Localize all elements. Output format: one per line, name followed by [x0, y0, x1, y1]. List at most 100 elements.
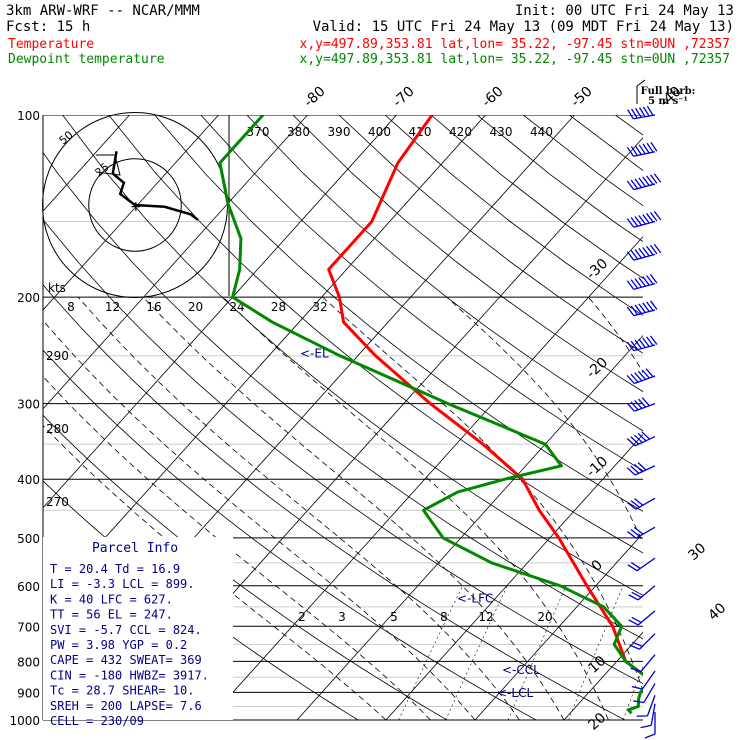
wind-barb-flag [649, 244, 658, 255]
wind-barb [628, 585, 656, 601]
wind-barb-flag [640, 724, 652, 729]
wind-barb-flag [638, 338, 646, 349]
barb-legend-line2: 5 m s⁻¹ [648, 96, 688, 107]
barb-legend-flag [636, 79, 646, 87]
wind-barb-flag [653, 243, 662, 254]
pressure-label: 900 [17, 686, 40, 700]
wind-barb-flag [630, 279, 639, 289]
pressure-label: 400 [17, 473, 40, 487]
wind-barb [626, 300, 658, 317]
moist-adiabat [43, 319, 476, 720]
dry-adiabat [615, 115, 643, 136]
isotherm-label: -50 [568, 83, 596, 110]
wind-barb-flag [641, 397, 650, 407]
mixing-ratio-label: 20 [537, 610, 552, 624]
hodograph: 25 50 + [42, 112, 230, 298]
isotherm-label: -80 [301, 83, 329, 110]
mixing-ratio-line [398, 585, 463, 720]
isotherm-label: 0 [589, 557, 606, 575]
parcel-info-line: LI = -3.3 LCL = 899. [50, 577, 195, 591]
dry-adiabat [43, 284, 626, 720]
theta-e-label: 400 [368, 125, 391, 139]
dry-adiabat [62, 115, 643, 596]
wind-barb-flag [634, 463, 643, 473]
wind-barb-flag [642, 176, 650, 186]
dry-adiabat [154, 115, 643, 512]
wind-barb-flag [634, 145, 642, 155]
wind-barb-flag [630, 217, 639, 227]
wind-barb-flag [638, 107, 646, 118]
wind-barb [626, 335, 658, 352]
mixing-ratio-label: 5 [390, 610, 398, 624]
wind-barb-flag [637, 398, 647, 408]
wind-barb-staff [640, 654, 656, 672]
isotherm-label: -70 [390, 83, 418, 110]
theta-label: 280 [46, 422, 69, 436]
wind-barb-staff [641, 670, 656, 690]
wind-barb-flag [634, 399, 643, 409]
moist-adiabat [718, 297, 740, 720]
pressure-label: 600 [17, 580, 40, 594]
dry-adiabat [523, 115, 643, 207]
mixing-ratio-line [507, 585, 567, 720]
pressure-label: 700 [17, 620, 40, 634]
wind-barb-flag [630, 250, 639, 260]
wind-barb-flag [630, 146, 638, 156]
isotherm-line [653, 115, 740, 720]
wind-barb-flag [634, 107, 642, 118]
isotherm-label: -30 [583, 256, 611, 283]
pressure-label: 300 [17, 398, 40, 412]
wind-barb-flag [630, 179, 639, 189]
wind-barb-flag [642, 302, 650, 312]
isotherm-line [43, 115, 397, 509]
wind-barb-flag [644, 733, 656, 739]
isotherm-label: -20 [583, 355, 611, 382]
wind-barb-flag [631, 108, 638, 119]
parcel-info-box: Parcel Info T = 20.4 Td = 16.9LI = -3.3 … [43, 537, 233, 728]
wind-barb-flag [627, 530, 637, 539]
valid-time: Valid: 15 UTC Fri 24 May 13 (09 MDT Fri … [313, 19, 734, 35]
theta-label: 270 [46, 495, 69, 509]
wind-barb-flag [626, 341, 635, 352]
wind-barb-flag [649, 174, 658, 184]
hodograph-ring-label: 50 [57, 128, 76, 147]
wind-barb-staff [646, 694, 656, 717]
level-markers: <-EL <-LFC <-CCL <-LCL [300, 347, 540, 700]
wind-barb [626, 397, 656, 412]
parcel-info-line: SVI = -5.7 CCL = 824. [50, 623, 202, 637]
hodograph-speed-label: 32 [312, 300, 327, 314]
forecast-hour: Fcst: 15 h [6, 19, 90, 35]
moist-adiabat [322, 296, 643, 692]
parcel-info-line: CELL = 230/09 [50, 714, 144, 728]
hodograph-units-label: kts [48, 281, 66, 295]
dry-adiabat [246, 115, 643, 432]
hodograph-speed-label: 16 [146, 300, 161, 314]
theta-e-label: 440 [530, 125, 553, 139]
parcel-info-line: CAPE = 432 SWEAT= 369 [50, 653, 202, 667]
wind-barb-flag [637, 432, 647, 442]
wind-barb-flag [634, 498, 644, 506]
hodograph-ring [88, 158, 182, 252]
isotherm-line [296, 334, 643, 720]
wind-barb [626, 274, 658, 290]
wind-barb-flag [634, 178, 642, 188]
mixing-ratio-label: 8 [440, 610, 448, 624]
isotherm-label: 20 [585, 710, 609, 734]
wind-barb-staff [650, 703, 656, 726]
isotherm-label: 30 [685, 540, 709, 564]
wind-barb [627, 497, 656, 510]
dewpoint-trace [218, 115, 643, 715]
wind-barb-flag [630, 465, 640, 474]
wind-barb-flag [638, 277, 646, 287]
wind-barb [626, 210, 662, 228]
parcel-info-line: PW = 3.98 YGP = 0.2 [50, 638, 187, 652]
wind-barb [626, 368, 656, 385]
wind-barb-flag [630, 305, 639, 315]
wind-barb-flag [649, 212, 658, 222]
wind-barb-flag [628, 619, 639, 626]
wind-barb-flag [626, 218, 635, 228]
wind-barb-flag [630, 528, 640, 537]
wind-barb-flag [634, 372, 643, 382]
temperature-location: x,y=497.89,353.81 lat,lon= 35.22, -97.45… [300, 37, 730, 52]
wind-barb-flag [637, 370, 647, 380]
